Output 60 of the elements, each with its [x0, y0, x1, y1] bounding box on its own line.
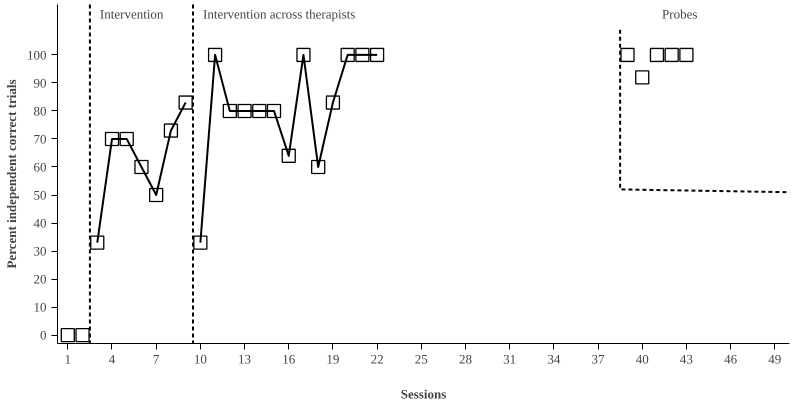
- point: [326, 95, 340, 110]
- y-tick-label: 10: [34, 300, 46, 315]
- point: [222, 104, 237, 118]
- point: [311, 160, 326, 174]
- x-tick-label: 46: [724, 352, 738, 366]
- x-tick-label: 10: [194, 352, 207, 366]
- point: [252, 104, 266, 118]
- y-tick-label: 0: [40, 328, 46, 343]
- point: [679, 48, 694, 62]
- y-axis-title: Percent independent correct trials: [4, 79, 19, 269]
- point: [60, 328, 75, 342]
- point: [620, 48, 635, 62]
- x-tick-label: 49: [768, 352, 782, 366]
- point: [208, 48, 222, 62]
- point: [104, 132, 120, 146]
- point: [370, 48, 384, 62]
- x-axis-title: Sessions: [400, 386, 446, 402]
- point: [134, 160, 149, 174]
- point: [193, 235, 208, 250]
- point: [90, 235, 104, 250]
- x-tick-label: 34: [547, 352, 561, 366]
- x-tick-label: 43: [680, 352, 693, 366]
- x-tick-label: 7: [152, 352, 160, 366]
- x-tick-label: 16: [282, 352, 296, 366]
- point: [340, 48, 355, 62]
- x-tick-label: 25: [414, 352, 428, 366]
- point: [635, 70, 650, 84]
- x-tick-label: 4: [108, 352, 116, 366]
- y-tick-label: 70: [34, 131, 46, 146]
- y-tick-label: 40: [34, 216, 46, 231]
- y-tick-label: 30: [34, 244, 46, 259]
- y-tick-label: 60: [34, 159, 46, 174]
- point: [149, 188, 164, 202]
- x-tick-label: 28: [458, 352, 472, 366]
- x-tick-label: 1: [64, 352, 72, 366]
- point: [266, 104, 282, 118]
- point: [664, 48, 679, 62]
- point: [282, 148, 296, 163]
- x-tick-label: 13: [238, 352, 252, 366]
- point: [178, 95, 193, 110]
- ref-line-label: Intervention across therapists: [203, 6, 356, 22]
- x-tick-label: 31: [503, 352, 516, 366]
- y-tick-label: 80: [34, 103, 46, 118]
- point: [650, 48, 664, 62]
- x-tick-label: 40: [636, 352, 649, 366]
- y-tick-label: 20: [34, 272, 46, 287]
- point: [75, 328, 90, 342]
- point: [237, 104, 252, 118]
- point: [164, 123, 178, 138]
- annotation: Probes: [662, 6, 698, 22]
- x-tick-label: 19: [326, 352, 340, 366]
- point: [355, 48, 370, 62]
- x-tick-label: 37: [592, 352, 606, 366]
- x-tick-label: 22: [370, 352, 384, 366]
- y-tick-label: 90: [34, 75, 46, 90]
- y-tick-label: 50: [34, 188, 46, 203]
- ref-line-label: Intervention: [100, 6, 164, 22]
- point: [296, 48, 311, 62]
- point: [120, 132, 134, 146]
- y-tick-label: 100: [27, 47, 46, 62]
